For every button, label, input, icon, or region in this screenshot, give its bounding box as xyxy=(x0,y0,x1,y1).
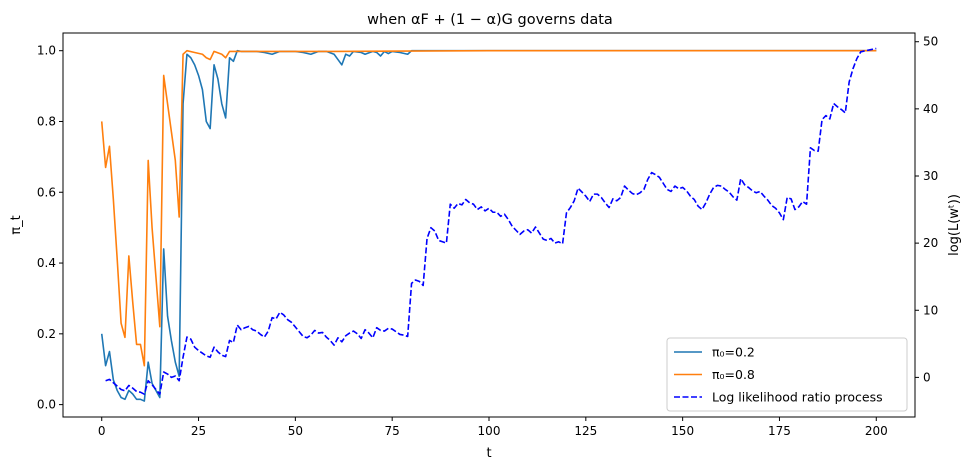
x-axis: 0 25 50 75 100 125 150 175 200 xyxy=(98,417,888,438)
x-tick-label: 25 xyxy=(191,424,206,438)
legend-label: π₀=0.8 xyxy=(712,367,755,382)
y-axis-right-label: log(L(wᵗ)) xyxy=(947,194,962,256)
y-axis-right: 0 10 20 30 40 50 xyxy=(915,35,938,384)
y-left-tick-label: 0.8 xyxy=(37,114,56,128)
legend-box xyxy=(666,337,908,412)
x-tick-label: 100 xyxy=(478,424,501,438)
x-tick-label: 0 xyxy=(98,424,106,438)
series-line-3 xyxy=(105,47,877,395)
x-tick-label: 75 xyxy=(385,424,400,438)
x-tick-label: 150 xyxy=(671,424,694,438)
series-line-2 xyxy=(100,49,877,367)
y-left-tick-label: 0.0 xyxy=(37,398,56,412)
y-right-tick-label: 0 xyxy=(923,370,931,384)
x-tick-label: 175 xyxy=(768,424,791,438)
plot-area xyxy=(100,47,877,402)
y-left-tick-label: 1.0 xyxy=(37,44,56,58)
y-right-tick-label: 40 xyxy=(923,102,938,116)
y-axis-left-label: π_t xyxy=(9,215,24,234)
y-left-tick-label: 0.2 xyxy=(37,327,56,341)
legend-label: Log likelihood ratio process xyxy=(712,390,883,405)
y-left-tick-label: 0.4 xyxy=(37,256,56,270)
chart-title: when αF + (1 − α)G governs data xyxy=(367,12,613,28)
x-axis-label: t xyxy=(486,446,491,461)
x-tick-label: 50 xyxy=(288,424,303,438)
x-tick-label: 200 xyxy=(865,424,888,438)
y-right-tick-label: 20 xyxy=(923,236,938,250)
y-right-tick-label: 50 xyxy=(923,35,938,49)
y-left-tick-label: 0.6 xyxy=(37,185,56,199)
y-right-tick-label: 10 xyxy=(923,303,938,317)
legend: π₀=0.2 π₀=0.8 Log likelihood ratio process xyxy=(666,337,908,412)
x-tick-label: 125 xyxy=(574,424,597,438)
y-axis-left: 0.0 0.2 0.4 0.6 0.8 1.0 xyxy=(37,44,63,412)
y-right-tick-label: 30 xyxy=(923,169,938,183)
legend-label: π₀=0.2 xyxy=(712,345,755,360)
